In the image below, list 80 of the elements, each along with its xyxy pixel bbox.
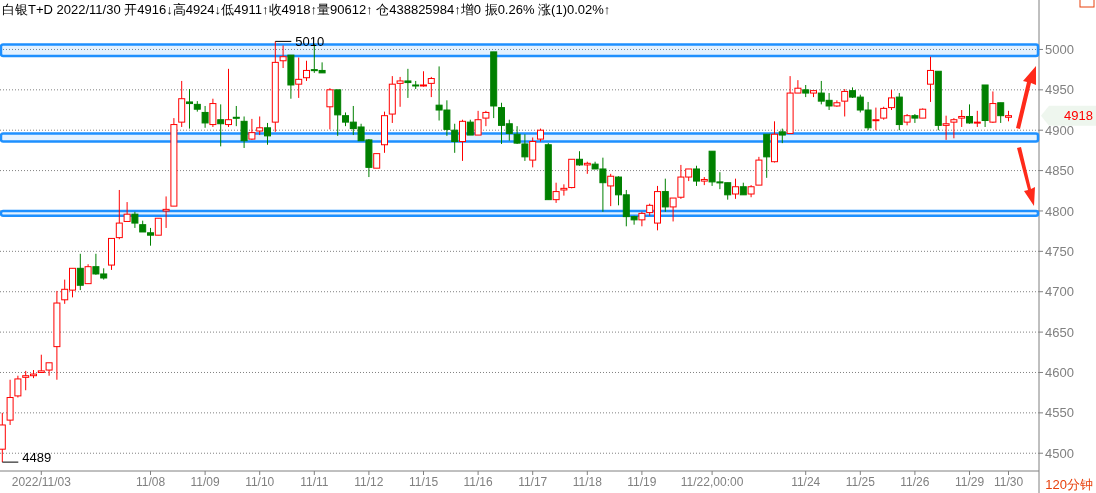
- y-tick-label: 4550: [1045, 405, 1074, 421]
- x-tick-label: 11/18: [572, 475, 603, 489]
- candlestick: [123, 201, 131, 222]
- candlestick: [732, 178, 739, 200]
- candlestick: [264, 122, 271, 146]
- y-tick-label: 4600: [1045, 365, 1074, 381]
- x-tick-label: 11/09: [190, 475, 220, 489]
- y-tick-label: 4900: [1045, 122, 1074, 138]
- candlestick: [256, 115, 264, 136]
- candlestick: [240, 115, 248, 149]
- candlestick: [14, 375, 22, 399]
- x-tick-label: 2022/11/03: [11, 475, 72, 489]
- x-tick-label: 11/25: [845, 475, 876, 489]
- y-tick-label: 5000: [1045, 42, 1074, 57]
- x-tick-label: 11/11: [300, 475, 329, 489]
- text: 4918: [1064, 108, 1093, 124]
- y-tick-label: 4850: [1045, 163, 1074, 179]
- x-tick-label: 11/22,00:00: [680, 475, 744, 489]
- candlestick: [279, 44, 287, 69]
- candlestick: [427, 76, 435, 98]
- candlestick: [248, 118, 256, 141]
- candlestick: [209, 98, 217, 128]
- candlestick: [763, 133, 771, 179]
- x-tick-label: 11/10: [245, 475, 275, 489]
- candlestick: [326, 87, 334, 130]
- candlestick: [186, 88, 193, 130]
- y-tick-label: 4500: [1045, 445, 1074, 461]
- candlestick: [942, 115, 950, 141]
- candlestick: [638, 211, 646, 227]
- annotation: 4489: [22, 449, 52, 465]
- candlestick: [560, 183, 568, 197]
- x-tick-label: 11/16: [463, 475, 493, 489]
- candlestick: [303, 60, 310, 82]
- candlestick: [474, 110, 482, 136]
- candlestick: [911, 113, 919, 124]
- x-tick-label: 11/30: [993, 475, 1024, 489]
- x-tick-label: 11/29: [954, 475, 985, 489]
- candlestick: [404, 68, 412, 99]
- candlestick: [162, 195, 170, 229]
- x-tick-label: 11/12: [354, 475, 384, 489]
- text: 120分钟: [1045, 477, 1093, 492]
- x-tick-label: 11/26: [900, 475, 930, 489]
- y-tick-label: 4800: [1045, 203, 1074, 219]
- candlestick: [950, 117, 958, 139]
- y-tick-label: 4750: [1045, 243, 1074, 259]
- candlestick: [841, 88, 849, 117]
- candlestick: [115, 189, 123, 240]
- candlestick: [997, 102, 1005, 124]
- candlestick: [451, 123, 459, 154]
- y-tick-label: 4650: [1045, 324, 1074, 340]
- x-tick-label: 11/24: [791, 475, 821, 489]
- candlestick: [482, 110, 490, 127]
- candlestick: [552, 182, 560, 204]
- x-tick-label: 11/15: [408, 475, 439, 489]
- candlestick: [232, 105, 240, 127]
- candlestick: [927, 56, 934, 103]
- chart-title: 白银T+D 2022/11/30 开4916↓高4924↓低4911↑收4918↑量90612↑ 仓438825984↑增0 振0.26% 涨(1)0.02%↑: [2, 2, 611, 17]
- candlestick: [225, 68, 232, 128]
- candlestick: [693, 165, 700, 187]
- candlestick: [872, 107, 880, 131]
- candlestick: [989, 90, 997, 124]
- candlestick: [201, 105, 209, 129]
- candlestick: [295, 57, 303, 99]
- candlestick: [6, 379, 14, 426]
- y-tick-label: 4950: [1045, 82, 1074, 98]
- y-tick-label: 4700: [1045, 284, 1074, 300]
- candlestick: [966, 103, 973, 125]
- candlestick: [396, 76, 404, 108]
- candlestick: [459, 119, 466, 162]
- candlestick: [76, 253, 84, 291]
- candlestick: [888, 89, 895, 111]
- candlestick: [84, 263, 92, 285]
- candlestick: [661, 178, 669, 213]
- x-tick-label: 11/08: [135, 475, 166, 489]
- candlestick: [607, 173, 615, 207]
- candlestick: [529, 136, 537, 168]
- candlestick: [217, 103, 225, 147]
- candlestick: [178, 80, 186, 128]
- x-tick-label: 11/17: [518, 475, 548, 489]
- x-tick-label: 11/19: [627, 475, 657, 489]
